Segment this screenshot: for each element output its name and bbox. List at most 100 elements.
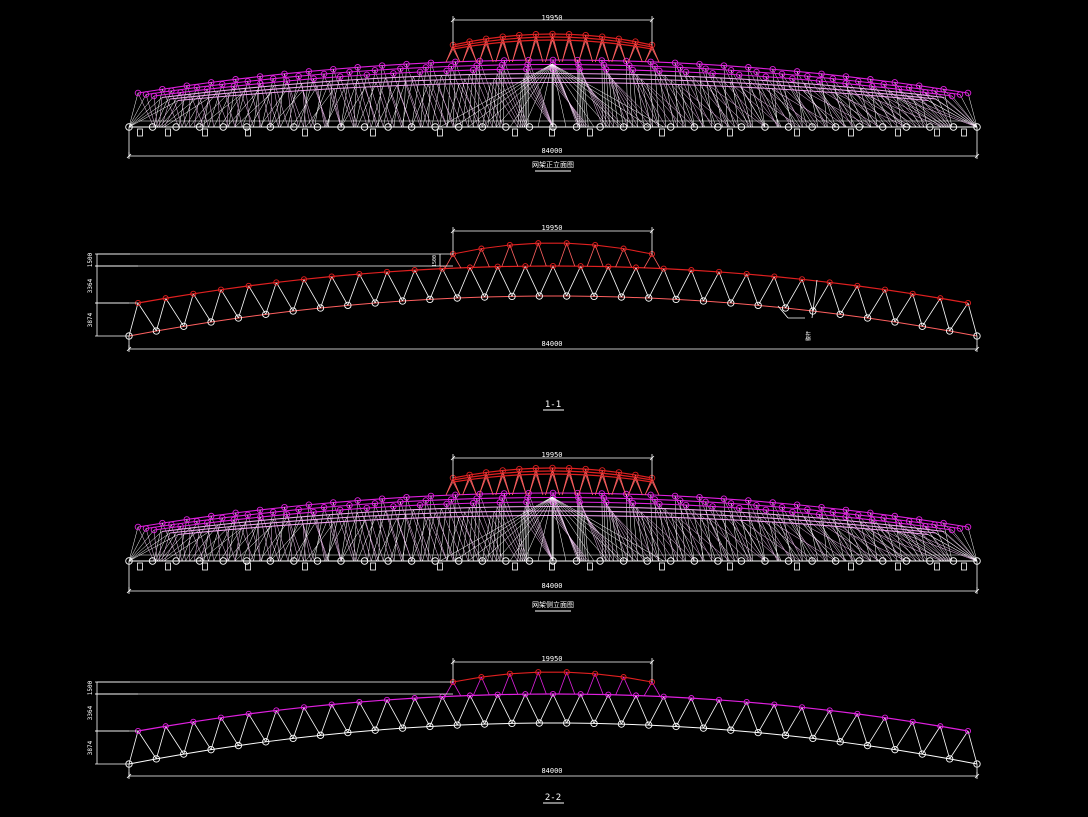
- skylight-web: [495, 42, 504, 63]
- upper-node: [356, 699, 363, 706]
- upper-node: [793, 501, 801, 509]
- skylight-web: [452, 481, 461, 496]
- upper-chord-segment: [177, 530, 210, 536]
- web-member: [334, 521, 342, 562]
- upper-node: [771, 273, 778, 280]
- web-member: [496, 502, 501, 562]
- web-member: [912, 293, 923, 327]
- upper-node: [956, 91, 964, 98]
- web-member: [521, 515, 554, 562]
- web-member: [396, 518, 412, 562]
- web-member: [503, 60, 529, 128]
- upper-chord-segment: [193, 289, 222, 295]
- lower-node: [195, 123, 204, 131]
- web-member: [865, 94, 942, 128]
- lower-node: [667, 557, 675, 565]
- skylight-node: [592, 670, 599, 677]
- upper-node: [829, 508, 837, 516]
- upper-node: [715, 696, 723, 703]
- skylight-chord-segment: [452, 476, 470, 481]
- web-member: [128, 95, 155, 128]
- web-member: [265, 710, 277, 742]
- upper-chord-segment: [804, 82, 833, 87]
- web-member: [303, 707, 321, 736]
- upper-chord-segment: [329, 512, 358, 516]
- upper-chord-segment: [273, 82, 302, 87]
- skylight-web: [469, 46, 477, 63]
- skylight-web: [445, 481, 454, 496]
- lower-chord-segment: [484, 295, 512, 298]
- skylight-chord-segment: [486, 472, 503, 476]
- web-member: [551, 63, 637, 128]
- upper-chord-segment: [709, 85, 741, 88]
- elevation-view-side: 19950 84000 网架侧立面图: [125, 451, 981, 612]
- upper-chord-segment: [161, 93, 190, 99]
- web-member: [196, 87, 209, 128]
- upper-chord-segment: [608, 694, 637, 697]
- web-member: [709, 85, 766, 128]
- lower-chord-segment: [648, 297, 677, 300]
- lower-node: [549, 557, 557, 565]
- web-member: [509, 63, 553, 128]
- web-member: [261, 78, 274, 128]
- web-member: [876, 92, 912, 128]
- skylight-web: [615, 248, 624, 268]
- upper-node: [328, 701, 335, 708]
- upper-node: [709, 503, 716, 510]
- lower-node: [808, 123, 816, 131]
- web-member: [376, 85, 397, 128]
- upper-chord-segment: [441, 507, 470, 510]
- upper-chord-segment: [469, 506, 498, 509]
- web-member: [358, 273, 376, 304]
- web-member: [746, 701, 759, 733]
- lower-node: [855, 123, 863, 131]
- lower-chord-segment: [320, 732, 348, 736]
- skylight-chord-segment: [481, 673, 510, 678]
- upper-chord-segment: [883, 517, 910, 522]
- upper-chord-segment: [748, 78, 777, 82]
- upper-chord-segment: [692, 76, 721, 79]
- web-member: [608, 506, 645, 562]
- upper-chord-segment: [365, 518, 397, 521]
- upper-node: [346, 502, 353, 509]
- web-member: [446, 516, 460, 562]
- upper-chord-segment: [357, 510, 386, 514]
- upper-chord-segment: [720, 510, 749, 514]
- web-member: [161, 529, 200, 562]
- web-member: [128, 532, 171, 562]
- web-member: [740, 86, 801, 128]
- web-member: [650, 494, 654, 562]
- web-member: [278, 73, 285, 128]
- web-member: [659, 70, 667, 128]
- lower-chord-segment: [265, 737, 294, 743]
- web-member: [374, 70, 395, 128]
- web-member: [183, 721, 194, 755]
- upper-node: [452, 58, 459, 66]
- web-member: [670, 79, 684, 128]
- web-member: [386, 271, 403, 302]
- upper-chord-segment: [161, 527, 190, 533]
- upper-node: [769, 65, 776, 73]
- lower-chord-segment: [867, 317, 896, 323]
- web-member: [759, 83, 782, 128]
- upper-node: [778, 70, 786, 78]
- web-member: [700, 80, 749, 128]
- lower-node: [316, 731, 325, 739]
- web-member: [896, 531, 942, 562]
- upper-chord-segment: [286, 78, 314, 82]
- web-member: [511, 693, 526, 724]
- web-member: [422, 79, 436, 128]
- lower-node: [453, 294, 461, 302]
- upper-chord-segment: [374, 501, 401, 504]
- upper-node: [273, 279, 280, 286]
- lower-chord-segment: [730, 729, 759, 734]
- upper-node: [476, 490, 484, 498]
- web-member: [492, 506, 498, 562]
- section-caption: 1-1: [545, 400, 561, 410]
- web-member: [210, 289, 222, 323]
- upper-chord-segment: [385, 509, 414, 512]
- lower-node: [572, 557, 581, 565]
- upper-node: [217, 286, 225, 293]
- lower-node: [945, 755, 954, 763]
- lower-chord-segment: [758, 304, 786, 309]
